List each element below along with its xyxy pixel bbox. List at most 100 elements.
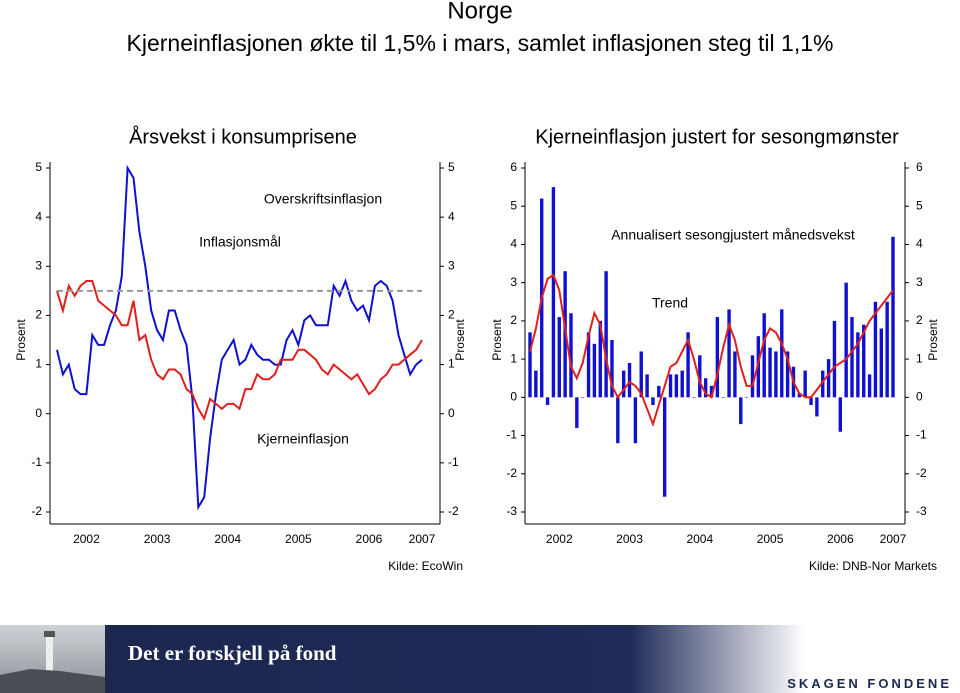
series-line xyxy=(529,273,894,428)
bar xyxy=(569,313,573,398)
bar xyxy=(739,397,743,425)
y-tick-label: -3 xyxy=(506,504,517,518)
y-tick-label: 0 xyxy=(35,406,42,420)
bar xyxy=(774,351,778,398)
bar xyxy=(721,397,725,398)
y-tick-label: 3 xyxy=(916,275,923,289)
x-tick-label: 2004 xyxy=(214,532,241,546)
y-tick-label: 5 xyxy=(448,160,455,174)
bar xyxy=(662,397,667,497)
bar xyxy=(598,320,602,398)
y-axis-label: Prosent xyxy=(453,319,467,361)
source: Kilde: EcoWin xyxy=(388,559,463,573)
y-tick-label: 6 xyxy=(916,160,923,174)
bar xyxy=(844,282,848,398)
y-tick-label: 2 xyxy=(448,308,455,322)
bar xyxy=(545,397,550,405)
series-label: Annualisert sesongjustert månedsvekst xyxy=(611,227,855,243)
y-tick-label: 4 xyxy=(35,209,42,223)
y-tick-label: 0 xyxy=(510,390,517,404)
y-tick-label: -2 xyxy=(916,466,927,480)
bar xyxy=(557,317,561,398)
lamp xyxy=(44,631,55,637)
bar xyxy=(750,355,755,398)
y-axis-label: Prosent xyxy=(490,319,504,361)
bar xyxy=(645,374,649,398)
y-tick-label: -2 xyxy=(448,504,459,518)
bar xyxy=(780,309,784,398)
bar xyxy=(862,324,866,398)
y-tick-label: 0 xyxy=(448,406,455,420)
x-tick-label: 2005 xyxy=(757,532,784,546)
y-tick-label: 4 xyxy=(510,237,517,251)
y-tick-label: -3 xyxy=(916,504,927,518)
bar xyxy=(698,355,702,398)
bar xyxy=(668,374,673,398)
tower xyxy=(46,635,53,671)
bar xyxy=(621,370,626,398)
source: Kilde: DNB-Nor Markets xyxy=(809,559,937,573)
lighthouse-photo xyxy=(0,625,105,693)
y-axis-label: Prosent xyxy=(14,319,28,361)
banner: Det er forskjell på fond xyxy=(105,625,805,693)
bar xyxy=(674,374,679,398)
y-tick-label: 4 xyxy=(448,209,455,223)
bar xyxy=(703,378,708,398)
y-tick-label: 1 xyxy=(916,351,923,365)
x-tick-label: 2007 xyxy=(880,532,907,546)
y-tick-label: 3 xyxy=(448,258,455,272)
page-subtitle: Kjerneinflasjonen økte til 1,5% i mars, … xyxy=(127,30,834,56)
x-tick-label: 2004 xyxy=(686,532,713,546)
y-tick-label: 4 xyxy=(916,237,923,251)
y-tick-label: 6 xyxy=(510,160,517,174)
page-title: Norge xyxy=(447,0,512,24)
bar xyxy=(797,393,802,398)
bar xyxy=(891,236,895,398)
bar xyxy=(639,351,643,398)
y-tick-label: 1 xyxy=(510,351,517,365)
bar xyxy=(580,397,585,398)
bar xyxy=(768,347,772,398)
bar xyxy=(826,359,831,398)
series-label: Trend xyxy=(652,295,688,311)
y-tick-label: -1 xyxy=(916,428,927,442)
y-tick-label: 2 xyxy=(510,313,517,327)
x-tick-label: 2006 xyxy=(827,532,854,546)
bar xyxy=(744,397,749,398)
x-tick-label: 2003 xyxy=(616,532,643,546)
y-tick-label: 3 xyxy=(35,258,42,272)
x-tick-label: 2007 xyxy=(409,532,436,546)
y-tick-label: 5 xyxy=(916,198,923,212)
bar xyxy=(832,320,837,398)
bar xyxy=(528,332,532,398)
bar xyxy=(657,385,661,398)
bar xyxy=(815,397,819,417)
x-tick-label: 2006 xyxy=(356,532,383,546)
y-tick-label: 2 xyxy=(35,308,42,322)
bar xyxy=(680,370,684,398)
bar xyxy=(692,397,696,398)
y-tick-label: 5 xyxy=(35,160,42,174)
y-tick-label: -1 xyxy=(31,455,42,469)
y-tick-label: 1 xyxy=(35,357,42,371)
bar xyxy=(586,332,591,398)
bar xyxy=(885,301,889,398)
bar xyxy=(715,317,720,398)
bar xyxy=(850,317,854,398)
chart-title: Årsvekst i konsumprisene xyxy=(129,125,357,148)
bar xyxy=(627,362,632,398)
series-label: Kjerneinflasjon xyxy=(257,431,349,447)
bar xyxy=(709,385,714,398)
y-tick-label: 5 xyxy=(510,198,517,212)
bar xyxy=(592,343,597,398)
y-tick-label: 1 xyxy=(448,357,455,371)
y-axis-label: Prosent xyxy=(926,319,940,361)
bar xyxy=(733,351,737,398)
rocks xyxy=(0,669,105,693)
series-label: Overskriftsinflasjon xyxy=(264,191,382,207)
y-tick-label: -2 xyxy=(31,504,42,518)
bar xyxy=(867,374,872,398)
bar xyxy=(651,397,655,405)
logo: SKAGEN FONDENE xyxy=(787,676,952,691)
